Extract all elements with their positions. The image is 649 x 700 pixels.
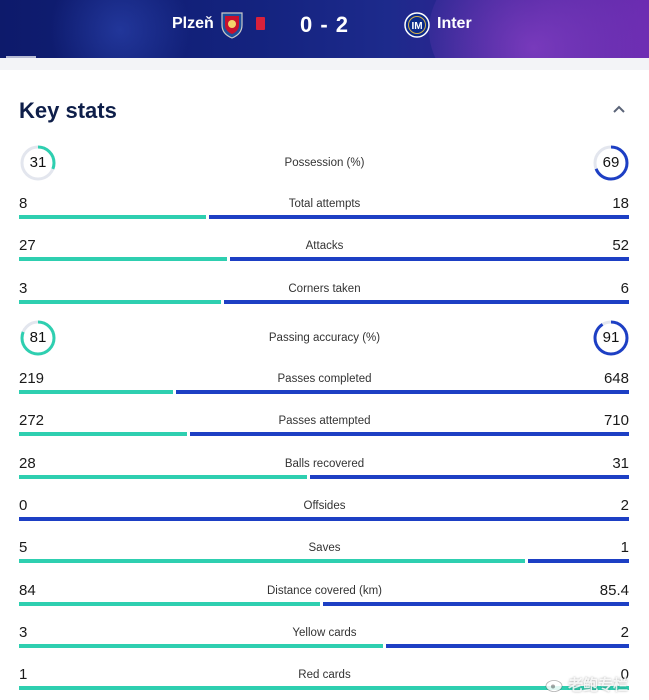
home-ring-fill: [20, 320, 56, 356]
home-bar-fill: [19, 390, 173, 394]
away-stat-value: 18: [612, 195, 629, 212]
away-stat-value: 710: [603, 412, 629, 429]
home-stat-value: 3: [19, 280, 28, 297]
away-bar-fill: [528, 559, 629, 563]
red-card-icon: [256, 17, 265, 30]
home-stat-value: 219: [19, 370, 45, 387]
away-bar-fill: [190, 432, 629, 436]
away-stat-value: 91: [602, 329, 620, 346]
match-score: 0 - 2: [300, 12, 350, 37]
away-bar-fill: [323, 602, 629, 606]
watermark-text: 老鲍专栏: [568, 677, 629, 694]
stat-bar: [19, 475, 629, 479]
stat-label: Possession (%): [284, 157, 365, 169]
stat-label: Passes completed: [277, 373, 372, 385]
home-ring-gauge: [20, 145, 56, 181]
stat-bar: [19, 517, 629, 521]
away-stat-value: 648: [603, 370, 629, 387]
away-ring-fill: [593, 320, 629, 356]
away-stat-value: 69: [602, 154, 620, 171]
home-bar-fill: [19, 475, 307, 479]
stat-label: Passes attempted: [278, 415, 371, 427]
away-bar-fill: [19, 517, 629, 521]
stat-bar: [19, 390, 629, 394]
home-ring-gauge: [20, 320, 56, 356]
away-bar-fill: [176, 390, 629, 394]
home-team-name[interactable]: Plzeň: [172, 15, 214, 32]
away-ring-gauge: [593, 320, 629, 356]
away-stat-value: 0: [620, 666, 629, 683]
stat-label: Passing accuracy (%): [268, 332, 381, 344]
home-ring-fill: [20, 145, 56, 181]
stat-bar: [19, 257, 629, 261]
stat-bar: [19, 432, 629, 436]
home-stat-value: 31: [29, 154, 47, 171]
stat-label: Yellow cards: [292, 627, 357, 639]
home-bar-fill: [19, 559, 525, 563]
away-stat-value: 85.4: [599, 582, 629, 599]
home-stat-value: 3: [19, 624, 28, 641]
home-stat-value: 1: [19, 666, 28, 683]
away-stat-value: 1: [620, 539, 629, 556]
away-bar-fill: [230, 257, 629, 261]
home-bar-fill: [19, 215, 206, 219]
away-bar-fill: [224, 300, 629, 304]
stat-label: Attacks: [305, 240, 344, 252]
away-ring-gauge: [593, 145, 629, 181]
away-bar-fill: [386, 644, 629, 648]
home-stat-value: 5: [19, 539, 28, 556]
away-stat-value: 6: [620, 280, 629, 297]
svg-text:IM: IM: [411, 21, 422, 32]
away-stat-value: 31: [612, 455, 629, 472]
home-stat-value: 84: [19, 582, 36, 599]
stat-label: Offsides: [303, 500, 346, 512]
away-bar-fill: [310, 475, 629, 479]
header-decoration: [429, 0, 649, 58]
home-bar-fill: [19, 257, 227, 261]
stat-label: Total attempts: [288, 198, 361, 210]
stat-label: Corners taken: [288, 283, 361, 295]
header-decoration-2: [40, 0, 200, 58]
home-stat-value: 27: [19, 237, 36, 254]
key-stats-card: Key stats Possession (%) 31 69 Total attemp…: [0, 70, 649, 700]
home-bar-fill: [19, 602, 320, 606]
chevron-up-icon[interactable]: [612, 104, 626, 114]
home-bar-fill: [19, 432, 187, 436]
stat-label: Saves: [308, 542, 341, 554]
active-tab-indicator: [6, 56, 36, 58]
home-stat-value: 272: [19, 412, 45, 429]
stat-label: Distance covered (km): [266, 585, 383, 597]
home-stat-value: 0: [19, 497, 28, 514]
home-stat-value: 8: [19, 195, 28, 212]
stat-label: Red cards: [298, 669, 351, 681]
away-team-name[interactable]: Inter: [437, 15, 472, 32]
away-stat-value: 2: [620, 497, 629, 514]
away-bar-fill: [209, 215, 629, 219]
section-title: Key stats: [19, 98, 117, 123]
stat-bar: [19, 644, 629, 648]
home-bar-fill: [19, 686, 629, 690]
away-stat-value: 52: [612, 237, 629, 254]
plzen-crest-icon[interactable]: [220, 11, 244, 39]
stat-label: Balls recovered: [284, 458, 365, 470]
weibo-icon: [545, 678, 564, 692]
home-stat-value: 81: [29, 329, 47, 346]
home-bar-fill: [19, 300, 221, 304]
match-header: Plzeň 0 - 2 IM Inter: [0, 0, 649, 58]
home-bar-fill: [19, 644, 383, 648]
away-ring-fill: [593, 145, 629, 181]
away-stat-value: 2: [620, 624, 629, 641]
stat-bar: [19, 559, 629, 563]
inter-crest-icon[interactable]: IM: [404, 12, 430, 38]
home-stat-value: 28: [19, 455, 36, 472]
stat-bar: [19, 215, 629, 219]
stat-bar: [19, 686, 629, 690]
stat-bar: [19, 300, 629, 304]
stat-bar: [19, 602, 629, 606]
